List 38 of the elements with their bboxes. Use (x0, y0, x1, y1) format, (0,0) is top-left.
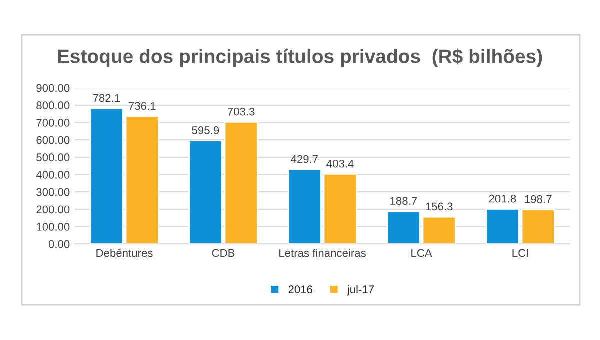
data-label: 198.7 (525, 195, 552, 204)
data-label: 429.7 (291, 155, 318, 164)
y-tick-label: 500.00 (36, 154, 70, 162)
bar (125, 116, 160, 244)
x-tick-label: CDB (212, 249, 235, 258)
data-label: 736.1 (128, 102, 156, 110)
bar (486, 208, 520, 244)
y-tick-label: 700.00 (36, 119, 70, 127)
bar (422, 216, 456, 244)
data-label: 201.8 (489, 194, 516, 203)
y-tick-label: 100.00 (37, 223, 70, 231)
data-label: 595.9 (192, 126, 220, 134)
legend-label: jul-17 (347, 285, 374, 296)
x-tick-label: Letras financeiras (280, 248, 366, 258)
bar (90, 108, 124, 244)
data-label: 703.3 (228, 108, 255, 116)
y-tick-label: 200.00 (36, 206, 70, 214)
bar (521, 208, 556, 244)
y-tick-label: 300.00 (36, 188, 70, 196)
chart-title: Estoque dos principais títulos privados (R$ bilhões) (58, 48, 542, 68)
bar (224, 121, 258, 244)
x-tick-label: LCI (512, 249, 528, 258)
bar (323, 173, 358, 244)
data-label: 188.7 (390, 197, 418, 206)
y-tick-label: 900.00 (36, 84, 70, 92)
y-tick-label: 600.00 (36, 136, 70, 144)
y-tick-label: 800.00 (36, 102, 70, 110)
bar (288, 168, 322, 244)
bar (386, 210, 421, 244)
data-label: 782.1 (93, 94, 120, 102)
y-tick-label: 0.00 (48, 240, 70, 248)
data-label: 156.3 (426, 202, 453, 211)
bar (188, 140, 223, 244)
x-tick-label: LCA (412, 249, 432, 258)
x-tick-label: Debêntures (96, 248, 153, 258)
legend-label: 2016 (288, 286, 312, 294)
data-label: 403.4 (326, 160, 354, 168)
y-tick-label: 400.00 (36, 171, 70, 179)
